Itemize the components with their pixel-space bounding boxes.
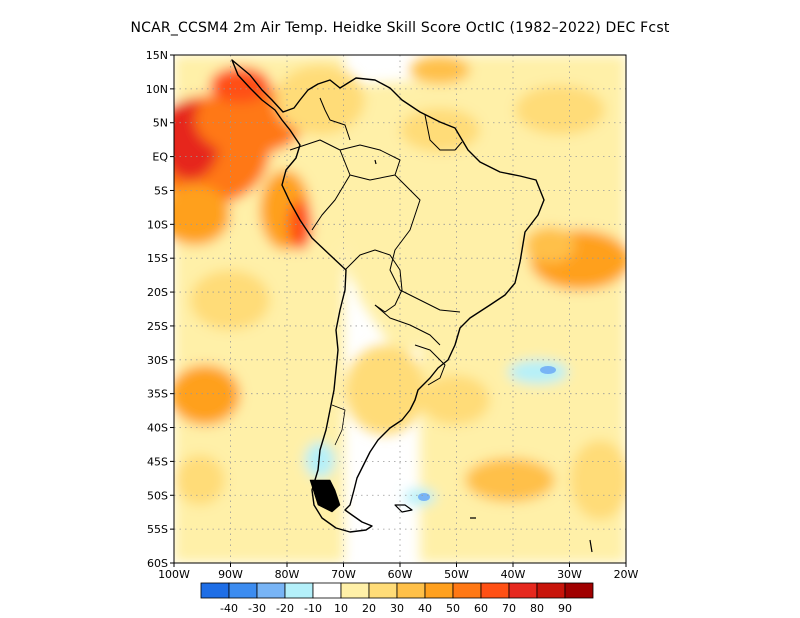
latitude-labels: 15N 10N 5N EQ 5S 10S 15S 20S 25S 30S 35S 40S 45S 50S 5… [146,49,174,570]
lat-label: 20S [147,286,168,299]
colorbar-tick-label: 40 [418,602,432,615]
lon-label: 60W [388,568,413,581]
lat-label: 10N [146,83,168,96]
colorbar-swatch [452,582,482,599]
colorbar-tick-label: 80 [530,602,544,615]
lat-label: 15S [147,252,168,265]
colorbar-swatch [228,582,258,599]
colorbar-swatch [424,582,454,599]
colorbar-tick-label: 20 [362,602,376,615]
lat-label: 35S [147,388,168,401]
lon-label: 40W [501,568,526,581]
colorbar-swatch [564,582,594,599]
lon-label: 50W [444,568,469,581]
lat-label: 60S [147,557,168,570]
colorbar [200,582,594,599]
longitude-labels: 100W 90W 80W 70W 60W 50W 40W 30W 20W [158,563,639,581]
lat-label: 55S [147,523,168,536]
colorbar-swatch [256,582,286,599]
colorbar-tick-label: 50 [446,602,460,615]
lat-label: 5N [153,117,168,130]
lat-label: 10S [147,218,168,231]
colorbar-swatch [312,582,342,599]
colorbar-swatch [200,582,230,599]
lat-label: 40S [147,422,168,435]
colorbar-tick-label: -40 [220,602,238,615]
colorbar-tick-label: -30 [248,602,266,615]
colorbar-tick-label: -20 [276,602,294,615]
colorbar-tick-label: 30 [390,602,404,615]
colorbar-swatch [340,582,370,599]
colorbar-tick-label: 10 [334,602,348,615]
colorbar-swatch [536,582,566,599]
lon-label: 30W [557,568,582,581]
lat-label: 15N [146,49,168,62]
coastlines [231,59,593,553]
colorbar-tick-label: 70 [502,602,516,615]
colorbar-swatch [284,582,314,599]
colorbar-tick-label: 90 [558,602,572,615]
graticule [174,55,626,563]
lat-label: 45S [147,455,168,468]
lat-label: 5S [154,184,168,197]
colorbar-swatch [508,582,538,599]
lon-label: 90W [218,568,243,581]
colorbar-swatch [480,582,510,599]
colorbar-swatch [368,582,398,599]
lat-label: EQ [152,151,168,164]
lon-label: 20W [614,568,639,581]
skill-shading [174,55,626,563]
colorbar-swatch [396,582,426,599]
colorbar-tick-labels: -40 -30 -20 -10 10 20 30 40 50 60 70 80 90 [220,602,572,615]
colorbar-tick-label: -10 [304,602,322,615]
lat-label: 30S [147,354,168,367]
lon-label: 70W [331,568,356,581]
lon-label: 80W [275,568,300,581]
lat-label: 25S [147,320,168,333]
map-title: NCAR_CCSM4 2m Air Temp. Heidke Skill Sco… [130,20,670,36]
lat-label: 50S [147,489,168,502]
lon-label: 100W [158,568,190,581]
colorbar-tick-label: 60 [474,602,488,615]
